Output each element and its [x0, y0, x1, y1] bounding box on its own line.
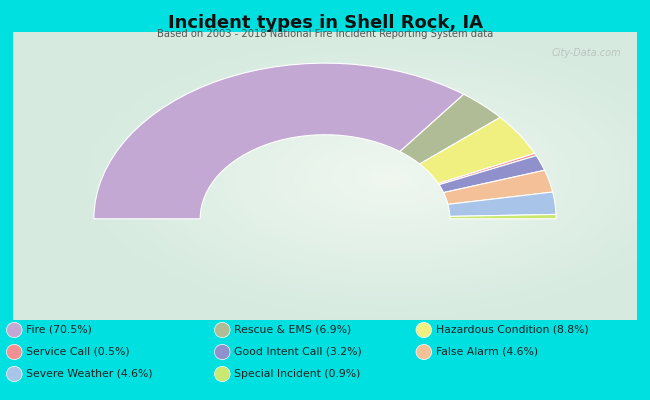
Wedge shape	[443, 170, 552, 204]
Text: Fire (70.5%): Fire (70.5%)	[26, 325, 92, 335]
Text: Rescue & EMS (6.9%): Rescue & EMS (6.9%)	[234, 325, 351, 335]
Text: Good Intent Call (3.2%): Good Intent Call (3.2%)	[234, 347, 362, 357]
Text: Special Incident (0.9%): Special Incident (0.9%)	[234, 369, 360, 379]
Wedge shape	[400, 94, 500, 164]
Wedge shape	[438, 154, 536, 185]
Wedge shape	[94, 63, 463, 219]
Text: Severe Weather (4.6%): Severe Weather (4.6%)	[26, 369, 153, 379]
Text: City-Data.com: City-Data.com	[551, 48, 621, 58]
Text: Based on 2003 - 2018 National Fire Incident Reporting System data: Based on 2003 - 2018 National Fire Incid…	[157, 29, 493, 39]
Text: False Alarm (4.6%): False Alarm (4.6%)	[436, 347, 538, 357]
Text: Hazardous Condition (8.8%): Hazardous Condition (8.8%)	[436, 325, 588, 335]
Text: Incident types in Shell Rock, IA: Incident types in Shell Rock, IA	[168, 14, 482, 32]
Wedge shape	[420, 117, 535, 184]
Wedge shape	[450, 214, 556, 219]
Text: Service Call (0.5%): Service Call (0.5%)	[26, 347, 129, 357]
Wedge shape	[448, 192, 556, 216]
Wedge shape	[439, 156, 545, 192]
